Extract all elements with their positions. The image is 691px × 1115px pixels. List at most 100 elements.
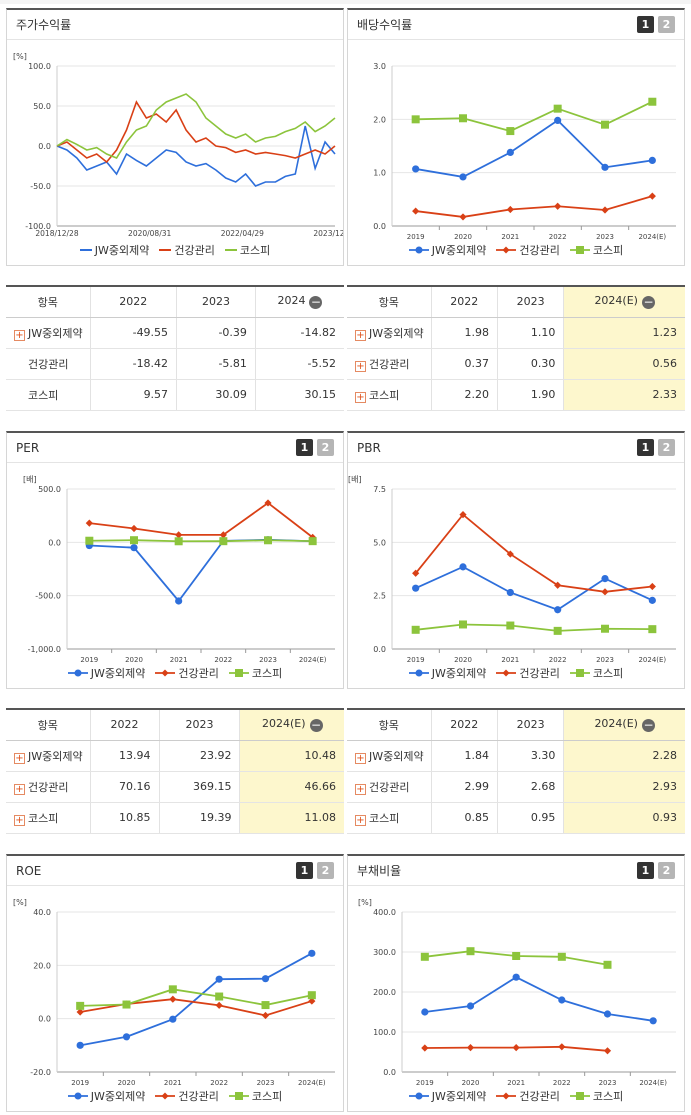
collapse-icon[interactable]: −	[641, 718, 655, 733]
panel-title: ROE	[16, 863, 42, 878]
x-tick-label: 2021	[501, 656, 519, 663]
column-header: 2024(E) −	[239, 709, 344, 741]
tab-2[interactable]: 2	[658, 16, 675, 33]
legend-label: JW중외제약	[431, 244, 487, 257]
legend-item-kospi[interactable]: 코스피	[228, 665, 282, 681]
x-tick-label: 2024(E)	[639, 1079, 667, 1086]
expand-icon[interactable]: +	[355, 391, 366, 403]
dividend-yield-chart: 3.0 2.0 1.0 0.0 2019 2020 2021 2022 2023 2024(E)	[373, 62, 676, 241]
health-data-point	[85, 519, 93, 527]
kospi-data-point	[648, 97, 657, 106]
row-label: 코스피	[6, 379, 90, 411]
legend-swatch	[79, 249, 92, 251]
legend-item-health[interactable]: 건강관리	[155, 1088, 219, 1104]
table-cell: 3.30	[496, 740, 564, 772]
table-cell: 10.48	[239, 740, 344, 772]
health-series-line	[414, 513, 653, 593]
table-cell: 23.92	[158, 740, 240, 772]
kospi-data-point	[168, 985, 177, 994]
collapse-icon[interactable]: −	[309, 718, 323, 733]
tab-2[interactable]: 2	[317, 439, 334, 456]
tab-1[interactable]: 1	[296, 439, 313, 456]
pbr-table: 항목 2022 2023 2024(E) − + JW중외제약 1.84 3.30 2.28 + 건강…	[347, 708, 685, 834]
legend-item-jw[interactable]: JW중외제약	[408, 665, 486, 681]
x-tick-label: 2023	[599, 1079, 617, 1086]
x-tick-label: 2023	[257, 1079, 275, 1086]
tab-2[interactable]: 2	[658, 862, 675, 879]
legend-item-health[interactable]: 건강관리	[496, 242, 560, 258]
kospi-series-line	[415, 623, 653, 632]
jw-data-point	[512, 973, 520, 981]
expand-icon[interactable]: +	[14, 783, 25, 795]
y-axis-unit: [배]	[23, 475, 37, 484]
x-tick-label: 2020/08/31	[128, 229, 171, 238]
column-header: 2024(E) −	[563, 286, 685, 318]
health-data-point	[459, 213, 467, 221]
expand-icon[interactable]: +	[14, 752, 25, 764]
legend-item-kospi[interactable]: 코스피	[224, 242, 270, 258]
panel-title: PER	[16, 440, 40, 455]
table-cell: 1.98	[430, 317, 498, 349]
kospi-data-point	[76, 1001, 85, 1010]
legend-item-health[interactable]: 건강관리	[159, 242, 215, 258]
tab-1[interactable]: 1	[637, 862, 654, 879]
tab-2[interactable]: 2	[317, 862, 334, 879]
legend-item-jw[interactable]: JW중외제약	[408, 1088, 486, 1104]
table-cell: 1.90	[496, 379, 564, 411]
x-tick-label: 2019	[407, 656, 425, 663]
legend-item-jw[interactable]: JW중외제약	[408, 242, 487, 258]
legend-item-health[interactable]: 건강관리	[496, 665, 560, 681]
tab-1[interactable]: 1	[637, 439, 654, 456]
legend-item-jw[interactable]: JW중외제약	[79, 242, 149, 258]
expand-icon[interactable]: +	[355, 329, 366, 341]
legend-item-kospi[interactable]: 코스피	[228, 1088, 282, 1104]
jw-data-point	[215, 975, 223, 983]
table-row: + 코스피 0.85 0.95 0.93	[347, 802, 685, 834]
kospi-data-point	[512, 952, 521, 960]
x-tick-label: 2020	[462, 1079, 480, 1086]
expand-icon[interactable]: +	[355, 814, 366, 826]
tab-1[interactable]: 1	[296, 862, 313, 879]
legend-item-health[interactable]: 건강관리	[155, 665, 219, 681]
panel-title: 주가수익률	[16, 18, 72, 32]
collapse-icon[interactable]: −	[641, 295, 655, 310]
legend-label: 건강관리	[178, 667, 219, 680]
x-tick-label: 2022	[210, 1079, 228, 1086]
expand-icon[interactable]: +	[14, 814, 25, 826]
kospi-data-point	[506, 621, 515, 630]
jw-series-line	[56, 125, 336, 187]
legend-item-kospi[interactable]: 코스피	[569, 1088, 623, 1104]
expand-icon[interactable]: +	[355, 783, 366, 795]
y-tick-label: 7.5	[373, 485, 386, 494]
legend-label: 건강관리	[178, 1090, 219, 1103]
legend-item-jw[interactable]: JW중외제약	[67, 665, 145, 681]
legend-item-jw[interactable]: JW중외제약	[67, 1088, 145, 1104]
table-cell: -49.55	[89, 317, 177, 349]
tab-1[interactable]: 1	[637, 16, 654, 33]
expand-icon[interactable]: +	[355, 752, 366, 764]
legend-item-kospi[interactable]: 코스피	[569, 242, 624, 258]
row-label: + JW중외제약	[6, 317, 90, 349]
y-tick-label: -1,000.0	[28, 645, 61, 654]
expand-icon[interactable]: +	[355, 360, 366, 372]
legend-item-kospi[interactable]: 코스피	[569, 665, 623, 681]
legend-label: 코스피	[592, 244, 624, 257]
collapse-icon[interactable]: −	[309, 295, 323, 310]
chart-legend: JW중외제약 건강관리 코스피	[7, 1088, 343, 1104]
tab-2[interactable]: 2	[658, 439, 675, 456]
legend-item-health[interactable]: 건강관리	[496, 1088, 560, 1104]
legend-label: 건강관리	[519, 1090, 560, 1103]
legend-swatch	[496, 246, 517, 254]
expand-icon[interactable]: +	[14, 329, 25, 341]
legend-swatch	[496, 1092, 517, 1100]
x-tick-label: 2023	[596, 656, 614, 663]
per-table: 항목 2022 2023 2024(E) − + JW중외제약 13.94 23.92 10.48…	[6, 708, 344, 834]
panel-header: 주가수익률	[7, 10, 343, 40]
table-row: + 코스피 10.85 19.39 11.08	[6, 802, 344, 834]
kospi-series-line	[80, 988, 313, 1007]
jw-series-line	[415, 565, 653, 611]
table-cell: 0.37	[430, 348, 498, 380]
